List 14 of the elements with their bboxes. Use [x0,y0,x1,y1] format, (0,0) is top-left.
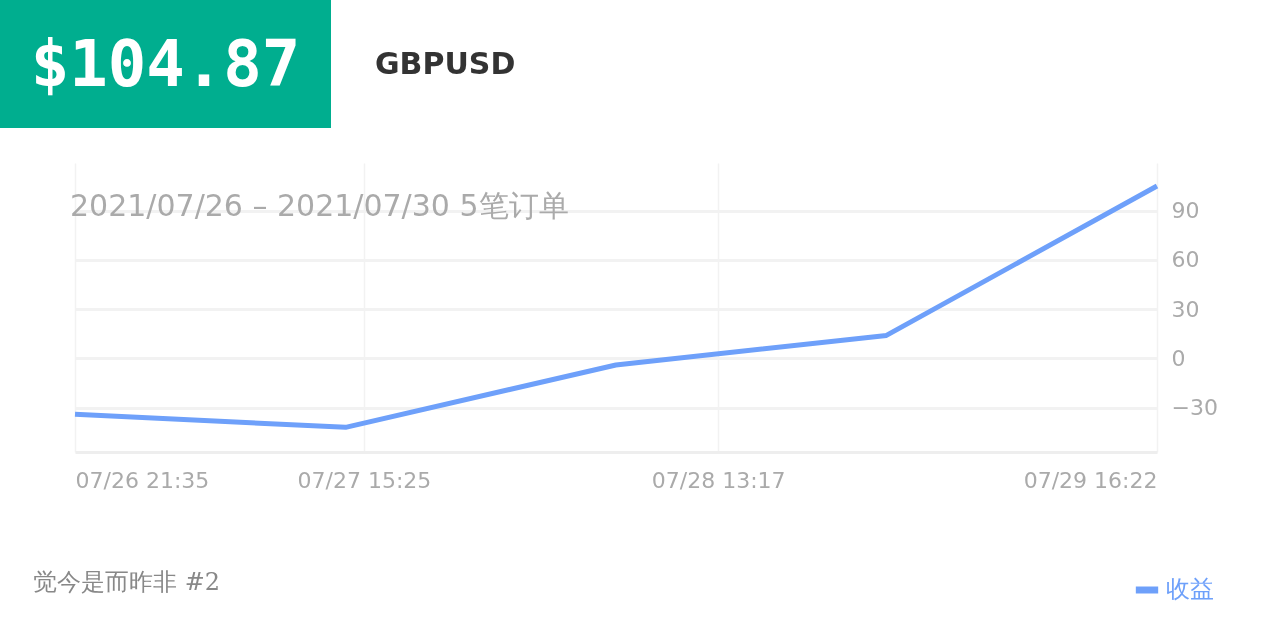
text: 2021/07/26 – 2021/07/30 5笔订单 [70,187,569,225]
y-tick-label: −30 [1171,395,1218,421]
y-tick-label: 60 [1171,247,1200,273]
legend-label: 收益 [1166,575,1214,603]
text: $104.87 [0,0,331,128]
x-tick-label: 07/26 21:35 [75,467,210,493]
chart-title: GBPUSD [375,46,516,81]
x-tick-label: 07/29 16:22 [1023,467,1158,493]
x-tick-label: 07/28 13:17 [651,467,786,493]
y-tick-label: 90 [1171,198,1200,224]
y-tick-label: 0 [1171,345,1186,371]
x-tick-label: 07/27 15:25 [297,467,432,493]
y-tick-label: 30 [1171,296,1200,322]
text: 觉今是而昨非 #2 [33,567,221,598]
